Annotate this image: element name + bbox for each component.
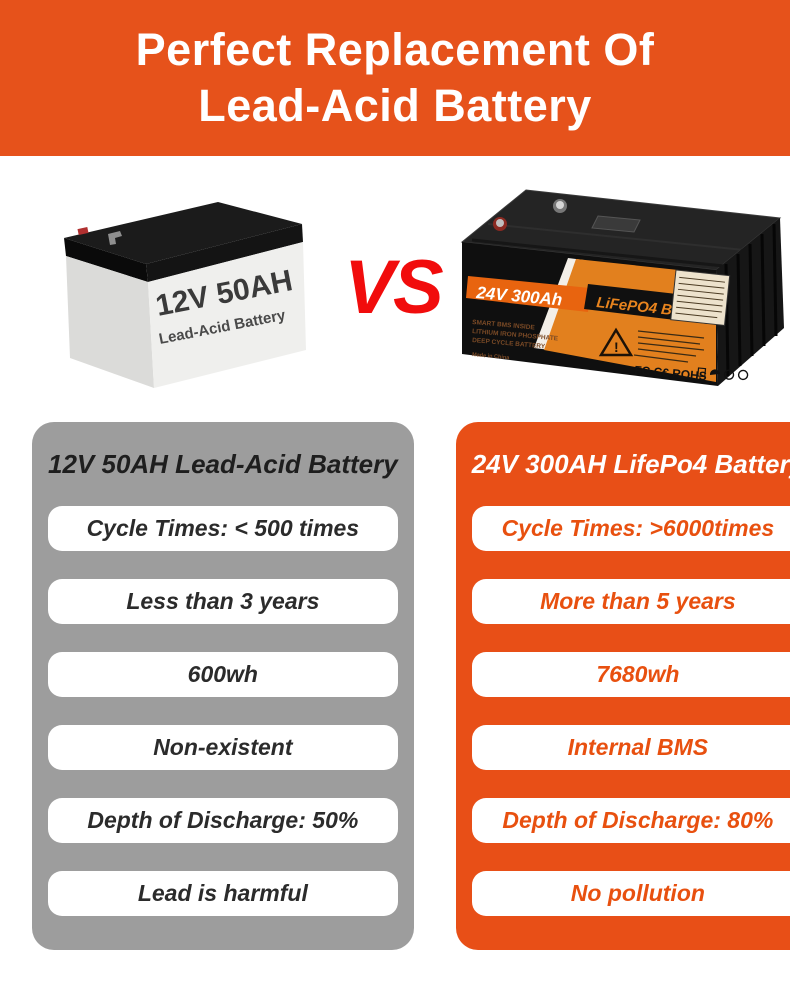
- lifepo4-energy: 7680wh: [471, 652, 790, 697]
- certification-marks: FC C€ ROHS: [634, 363, 708, 383]
- lead-acid-energy: 600wh: [48, 652, 398, 697]
- lead-acid-panel: 12V 50AH Lead-Acid Battery Cycle Times: …: [32, 422, 414, 950]
- origin-label: Made in China: [472, 352, 511, 361]
- lifepo4-battery-image: 24V 300Ah SMART BMS INSIDE LITHIUM IRON …: [460, 189, 784, 386]
- header-banner: Perfect Replacement Of Lead-Acid Battery: [0, 0, 790, 156]
- lifepo4-depth-of-discharge: Depth of Discharge: 80%: [471, 798, 790, 843]
- lifepo4-panel-title: 24V 300AH LifePo4 Battery: [471, 449, 790, 479]
- lead-acid-panel-title: 12V 50AH Lead-Acid Battery: [48, 449, 398, 479]
- lead-acid-bms: Non-existent: [48, 725, 398, 770]
- banner-title-line2: Lead-Acid Battery: [198, 80, 592, 131]
- lead-acid-cycle-times: Cycle Times: < 500 times: [48, 506, 398, 551]
- lead-acid-battery-image: 12V 50AH Lead-Acid Battery: [64, 202, 306, 388]
- battery-vs-section: 12V 50AH Lead-Acid Battery VS: [0, 156, 790, 422]
- lead-acid-depth-of-discharge: Depth of Discharge: 50%: [48, 798, 398, 843]
- vs-label: VS: [344, 245, 443, 330]
- lead-acid-lifespan: Less than 3 years: [48, 579, 398, 624]
- lifepo4-cycle-times: Cycle Times: >6000times: [471, 506, 790, 551]
- lifepo4-pollution: No pollution: [471, 871, 790, 916]
- lifepo4-rows: Cycle Times: >6000times More than 5 year…: [471, 506, 790, 916]
- lifepo4-lifespan: More than 5 years: [471, 579, 790, 624]
- banner-title-line1: Perfect Replacement Of: [135, 24, 655, 75]
- svg-text:!: !: [614, 339, 619, 355]
- lead-acid-pollution: Lead is harmful: [48, 871, 398, 916]
- comparison-section: 12V 50AH Lead-Acid Battery Cycle Times: …: [0, 422, 790, 950]
- lead-acid-rows: Cycle Times: < 500 times Less than 3 yea…: [48, 506, 398, 916]
- lifepo4-panel: 24V 300AH LifePo4 Battery Cycle Times: >…: [455, 422, 790, 950]
- lifepo4-bms: Internal BMS: [471, 725, 790, 770]
